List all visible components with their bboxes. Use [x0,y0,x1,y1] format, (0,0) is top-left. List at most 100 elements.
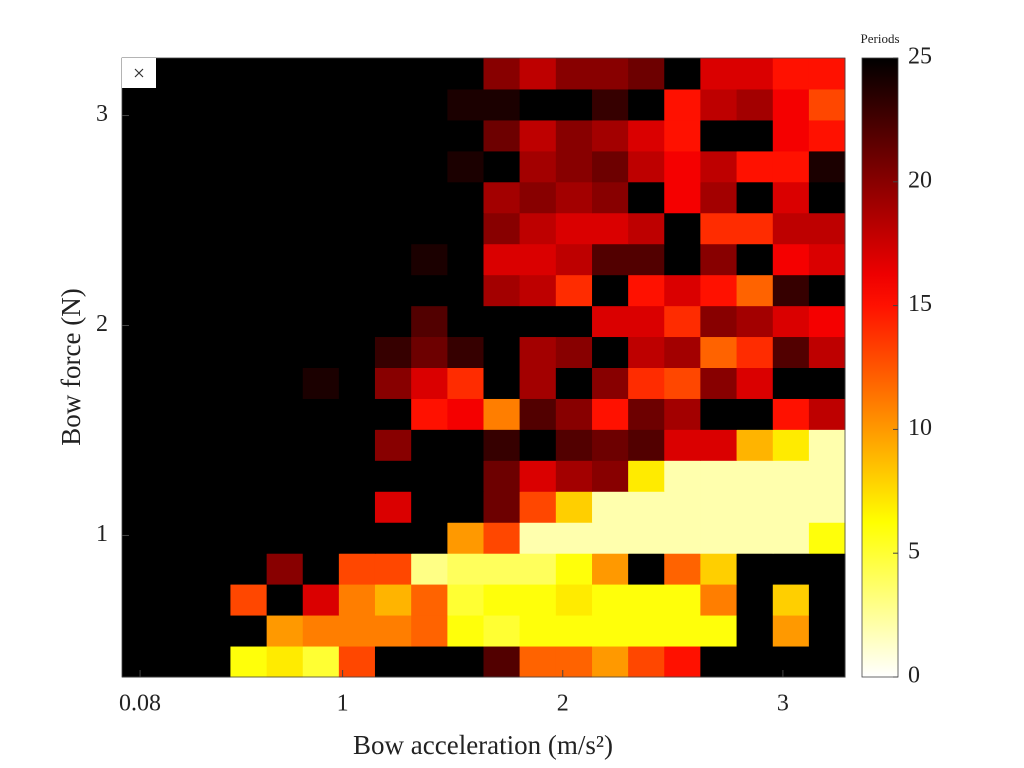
heatmap-cell [447,88,484,121]
heatmap-cell [519,150,557,183]
heatmap-cell [736,646,774,678]
heatmap-cell [302,553,340,585]
heatmap-cell [411,274,448,307]
heatmap-cell [772,615,810,647]
heatmap-cell [772,553,810,585]
colorbar-tick-label: 0 [908,663,920,689]
heatmap-cell [555,336,593,368]
heatmap-cell [628,491,665,523]
heatmap-cell [266,305,304,338]
heatmap-cell [483,58,521,90]
heatmap-cell [772,646,810,678]
heatmap-cell [194,58,231,90]
heatmap-cell [230,398,268,430]
heatmap-cell [664,150,701,183]
heatmap-cell [736,491,774,523]
heatmap-cell [592,243,629,276]
heatmap-cell [302,615,340,647]
heatmap-cell [230,646,268,678]
heatmap-cell [122,336,159,368]
heatmap-cell [302,58,340,90]
heatmap-cell [483,243,521,276]
heatmap-cell [411,491,448,523]
heatmap-cell [592,336,629,368]
heatmap-cell [338,336,376,368]
heatmap-cell [266,243,304,276]
heatmap-cell [411,553,448,585]
heatmap-cell [411,429,448,461]
heatmap-cell [483,429,521,461]
heatmap-cell [447,398,484,430]
heatmap-cell [266,553,304,585]
heatmap-cell [411,615,448,647]
heatmap-cell [230,119,268,152]
heatmap-cell [483,181,521,214]
x-axis-label: Bow acceleration (m/s²) [353,730,613,760]
heatmap-cell [483,336,521,368]
heatmap-cell [158,150,195,183]
heatmap-cell [122,615,159,647]
heatmap-cell [555,646,593,678]
heatmap-cell [483,646,521,678]
x-tick-label: 3 [777,691,789,717]
heatmap-cell [266,646,304,678]
heatmap-cell [447,212,484,245]
heatmap-cell [158,243,195,276]
heatmap-cell [700,367,738,399]
heatmap-cell [519,336,557,368]
heatmap-cell [302,336,340,368]
heatmap-cell [519,243,557,276]
heatmap-cell [194,88,231,121]
heatmap-cell [266,491,304,523]
heatmap-cell [194,522,231,554]
heatmap-cell [736,58,774,90]
heatmap-cell [555,398,593,430]
heatmap-cell [447,429,484,461]
heatmap-cell [158,58,195,90]
heatmap-cell [483,119,521,152]
heatmap-cell [194,181,231,214]
heatmap-cell [338,553,376,585]
heatmap-cell [411,336,448,368]
heatmap-cell [592,460,629,492]
heatmap-cell [664,119,701,152]
heatmap-cell [374,181,412,214]
heatmap-cell [772,429,810,461]
heatmap-cell [700,305,738,338]
heatmap-cell [122,150,159,183]
heatmap-cell [266,429,304,461]
plot-frame [121,57,846,678]
heatmap-cell [700,58,738,90]
heatmap-cell [700,398,738,430]
colorbar-tick-label: 20 [908,167,932,193]
heatmap-cell [664,181,701,214]
heatmap-cell [158,181,195,214]
heatmap-cell [700,615,738,647]
heatmap-cell [592,212,629,245]
heatmap-cell [230,212,268,245]
heatmap-cell [628,522,665,554]
heatmap-cell [808,584,846,616]
heatmap-cell [411,88,448,121]
heatmap-cell [664,274,701,307]
heatmap-cell [483,553,521,585]
heatmap-cell [808,212,846,245]
heatmap-cell [592,119,629,152]
heatmap-cell [122,460,159,492]
heatmap-cell [483,150,521,183]
heatmap-cell [338,522,376,554]
heatmap-cell [230,243,268,276]
heatmap-cell [447,119,484,152]
heatmap-cell [266,460,304,492]
heatmap-cell [808,646,846,678]
heatmap-cell [592,646,629,678]
heatmap-cell [555,88,593,121]
heatmap-cell [122,212,159,245]
heatmap-cell [122,367,159,399]
heatmap-cell [700,336,738,368]
heatmap-cell [736,336,774,368]
heatmap-cell [700,119,738,152]
heatmap-cell [230,336,268,368]
heatmap-cell [628,553,665,585]
heatmap-cell [230,88,268,121]
